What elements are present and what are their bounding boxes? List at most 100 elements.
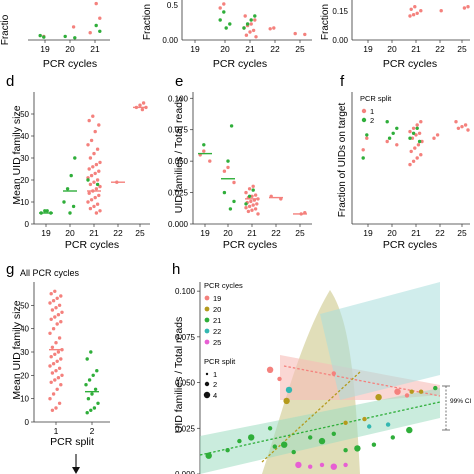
point-top-right-1 bbox=[415, 11, 419, 15]
point-f-2 bbox=[408, 136, 412, 140]
x-tick-label-top-left-21: 21 bbox=[90, 44, 100, 54]
point-d-1 bbox=[93, 129, 97, 134]
point-g-2 bbox=[86, 397, 91, 401]
point-f-1 bbox=[466, 128, 470, 132]
point-g-2 bbox=[89, 408, 93, 412]
point-f-2 bbox=[385, 120, 389, 124]
panel-f-points bbox=[361, 120, 470, 167]
point-e-1 bbox=[247, 187, 252, 191]
point-d-1 bbox=[88, 206, 93, 211]
panel-h-legend-title: PCR cycles bbox=[204, 281, 243, 290]
point-d-1 bbox=[94, 187, 99, 191]
panel-h-legend: PCR cycles 19 20 21 22 25 PCR split 1 2 … bbox=[203, 281, 243, 400]
y-tick-label-d-4: 40 bbox=[20, 132, 29, 141]
x-tick-label-top-right-22: 22 bbox=[435, 44, 445, 54]
panel-h-trend-21 bbox=[199, 401, 441, 456]
point-d-1 bbox=[86, 200, 90, 204]
point-e-2 bbox=[202, 143, 206, 147]
point-top-mid-1 bbox=[251, 28, 256, 33]
size-legend-label-1: 1 bbox=[213, 370, 217, 379]
panel-d-label: d bbox=[6, 73, 14, 90]
y-tick-label-e-3: 0.075 bbox=[168, 126, 189, 135]
point-top-mid-2 bbox=[222, 10, 226, 14]
point-f-2 bbox=[391, 131, 395, 135]
point-g-1 bbox=[51, 392, 56, 396]
point-g-1 bbox=[53, 315, 57, 319]
point-d-1 bbox=[88, 182, 93, 187]
y-tick-label-d-5: 50 bbox=[20, 110, 29, 119]
point-g-1 bbox=[48, 397, 52, 401]
y-tick-label-e-1: 0.025 bbox=[168, 189, 189, 198]
point-top-mid-1 bbox=[272, 26, 276, 30]
point-top-left-1 bbox=[88, 31, 92, 35]
point-top-mid-1 bbox=[293, 31, 297, 36]
ci-annotation: 99% CI bbox=[450, 398, 472, 405]
point-f-2 bbox=[365, 133, 369, 137]
point-h-20 bbox=[375, 394, 382, 401]
y-tick-label-g-1: 10 bbox=[20, 395, 29, 404]
panel-g-title: All PCR cycles bbox=[20, 268, 80, 278]
point-f-1 bbox=[456, 126, 461, 130]
panel-h-ylabel: UID families / Total reads bbox=[173, 317, 185, 434]
panel-g-ylabel: Mean UID family size bbox=[11, 300, 23, 399]
point-e-2 bbox=[247, 194, 252, 198]
point-g-2 bbox=[84, 383, 88, 387]
point-d-1 bbox=[98, 209, 102, 213]
point-top-right-1 bbox=[419, 9, 423, 13]
point-h-20 bbox=[283, 397, 290, 405]
x-tick-label-top-right-20: 20 bbox=[387, 44, 397, 54]
panel-h-size-legend-title: PCR split bbox=[204, 357, 236, 366]
panel-f-legend-title: PCR split bbox=[360, 94, 392, 103]
panel-f-x-ticks: 19 20 21 22 25 bbox=[363, 224, 467, 238]
panel-top-mid: Fraction 0.5 0.00 19 20 21 22 25 PCR cycles bbox=[142, 0, 312, 70]
panel-f-legend-swatch-1 bbox=[361, 108, 367, 114]
point-top-mid-2 bbox=[242, 26, 246, 30]
point-e-1 bbox=[251, 203, 255, 207]
point-g-2 bbox=[96, 401, 100, 405]
panel-f-legend-swatch-2 bbox=[361, 117, 367, 123]
point-g-1 bbox=[53, 378, 57, 382]
point-h-21 bbox=[205, 452, 212, 459]
point-g-1 bbox=[57, 401, 62, 405]
panel-f-legend-label-2: 2 bbox=[370, 116, 374, 125]
point-h-21 bbox=[272, 444, 277, 449]
x-tick-label-f-25: 25 bbox=[457, 228, 467, 238]
point-f-1 bbox=[395, 143, 399, 147]
x-tick-label-d-20: 20 bbox=[65, 228, 75, 238]
legend-label-19: 19 bbox=[213, 294, 221, 303]
point-h-21 bbox=[331, 431, 336, 436]
top-mid-ylabel: Fraction bbox=[142, 4, 153, 40]
point-d-2 bbox=[71, 204, 76, 209]
point-h-22 bbox=[285, 386, 293, 394]
point-top-mid-2 bbox=[228, 22, 232, 26]
point-d-2 bbox=[73, 156, 77, 160]
point-d-1 bbox=[87, 191, 91, 195]
size-legend-swatch-4 bbox=[203, 391, 211, 399]
point-g-2 bbox=[85, 357, 89, 361]
legend-label-20: 20 bbox=[213, 305, 221, 314]
point-e-2 bbox=[232, 199, 236, 204]
y-tick-label-d-1: 10 bbox=[20, 198, 29, 207]
top-mid-xlabel: PCR cycles bbox=[213, 58, 267, 70]
point-d-1 bbox=[93, 195, 97, 200]
point-e-1 bbox=[250, 208, 254, 212]
point-top-mid-1 bbox=[222, 2, 226, 6]
point-g-1 bbox=[50, 371, 55, 375]
point-e-1 bbox=[256, 212, 260, 216]
point-e-1 bbox=[255, 202, 259, 206]
point-f-1 bbox=[454, 120, 458, 124]
point-g-1 bbox=[50, 308, 55, 312]
panel-h-ci-band-green bbox=[200, 388, 440, 474]
top-mid-points bbox=[218, 2, 307, 39]
point-h-20 bbox=[343, 420, 348, 425]
point-d-1 bbox=[93, 171, 97, 176]
top-mid-ytick-0: 0.00 bbox=[162, 36, 178, 45]
x-tick-label-f-21: 21 bbox=[411, 228, 421, 238]
point-g-2 bbox=[89, 350, 93, 354]
point-f-2 bbox=[417, 139, 422, 144]
x-tick-label-e-20: 20 bbox=[223, 228, 233, 238]
point-g-1 bbox=[53, 289, 57, 293]
point-g-1 bbox=[54, 369, 58, 373]
point-f-2 bbox=[415, 126, 419, 130]
